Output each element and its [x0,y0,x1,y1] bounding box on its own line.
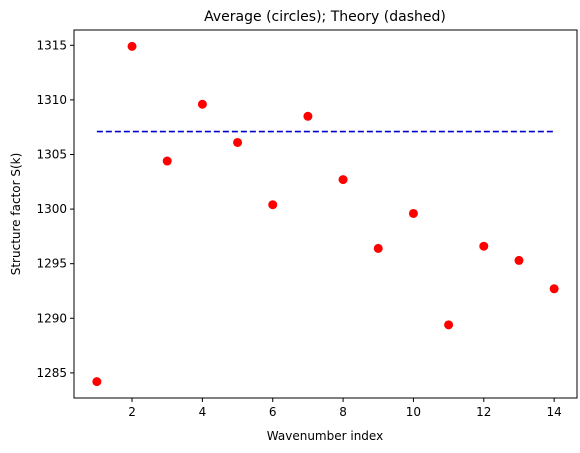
y-tick-label: 1290 [36,311,67,325]
x-tick-label: 14 [546,405,561,419]
average-point [373,243,383,253]
x-tick-label: 2 [128,405,136,419]
plot-area [92,41,559,387]
average-point [479,241,489,251]
y-ticks: 1285 1290 1295 1300 1305 1310 1315 [36,38,74,380]
average-point [408,208,418,218]
average-point [197,99,207,109]
x-tick-label: 8 [339,405,347,419]
average-point [233,137,243,147]
x-tick-label: 10 [406,405,421,419]
x-tick-label: 12 [476,405,491,419]
average-point [127,41,137,51]
x-tick-label: 6 [269,405,277,419]
y-tick-label: 1300 [36,202,67,216]
average-point [549,284,559,294]
y-tick-label: 1305 [36,147,67,161]
average-point [338,175,348,185]
x-axis-label: Wavenumber index [267,429,383,443]
average-point [303,111,313,121]
average-point [268,200,278,210]
average-point [514,255,524,265]
x-ticks: 2 4 6 8 10 12 14 [128,398,562,419]
average-point [162,156,172,166]
chart-title: Average (circles); Theory (dashed) [204,9,446,25]
axes-frame [73,29,578,399]
y-tick-label: 1295 [36,257,67,271]
x-tick-label: 4 [199,405,207,419]
average-point [444,320,454,330]
y-tick-label: 1315 [36,38,67,52]
average-point [92,377,102,387]
y-tick-label: 1285 [36,366,67,380]
y-axis-label: Structure factor S(k) [9,153,23,276]
y-tick-label: 1310 [36,93,67,107]
